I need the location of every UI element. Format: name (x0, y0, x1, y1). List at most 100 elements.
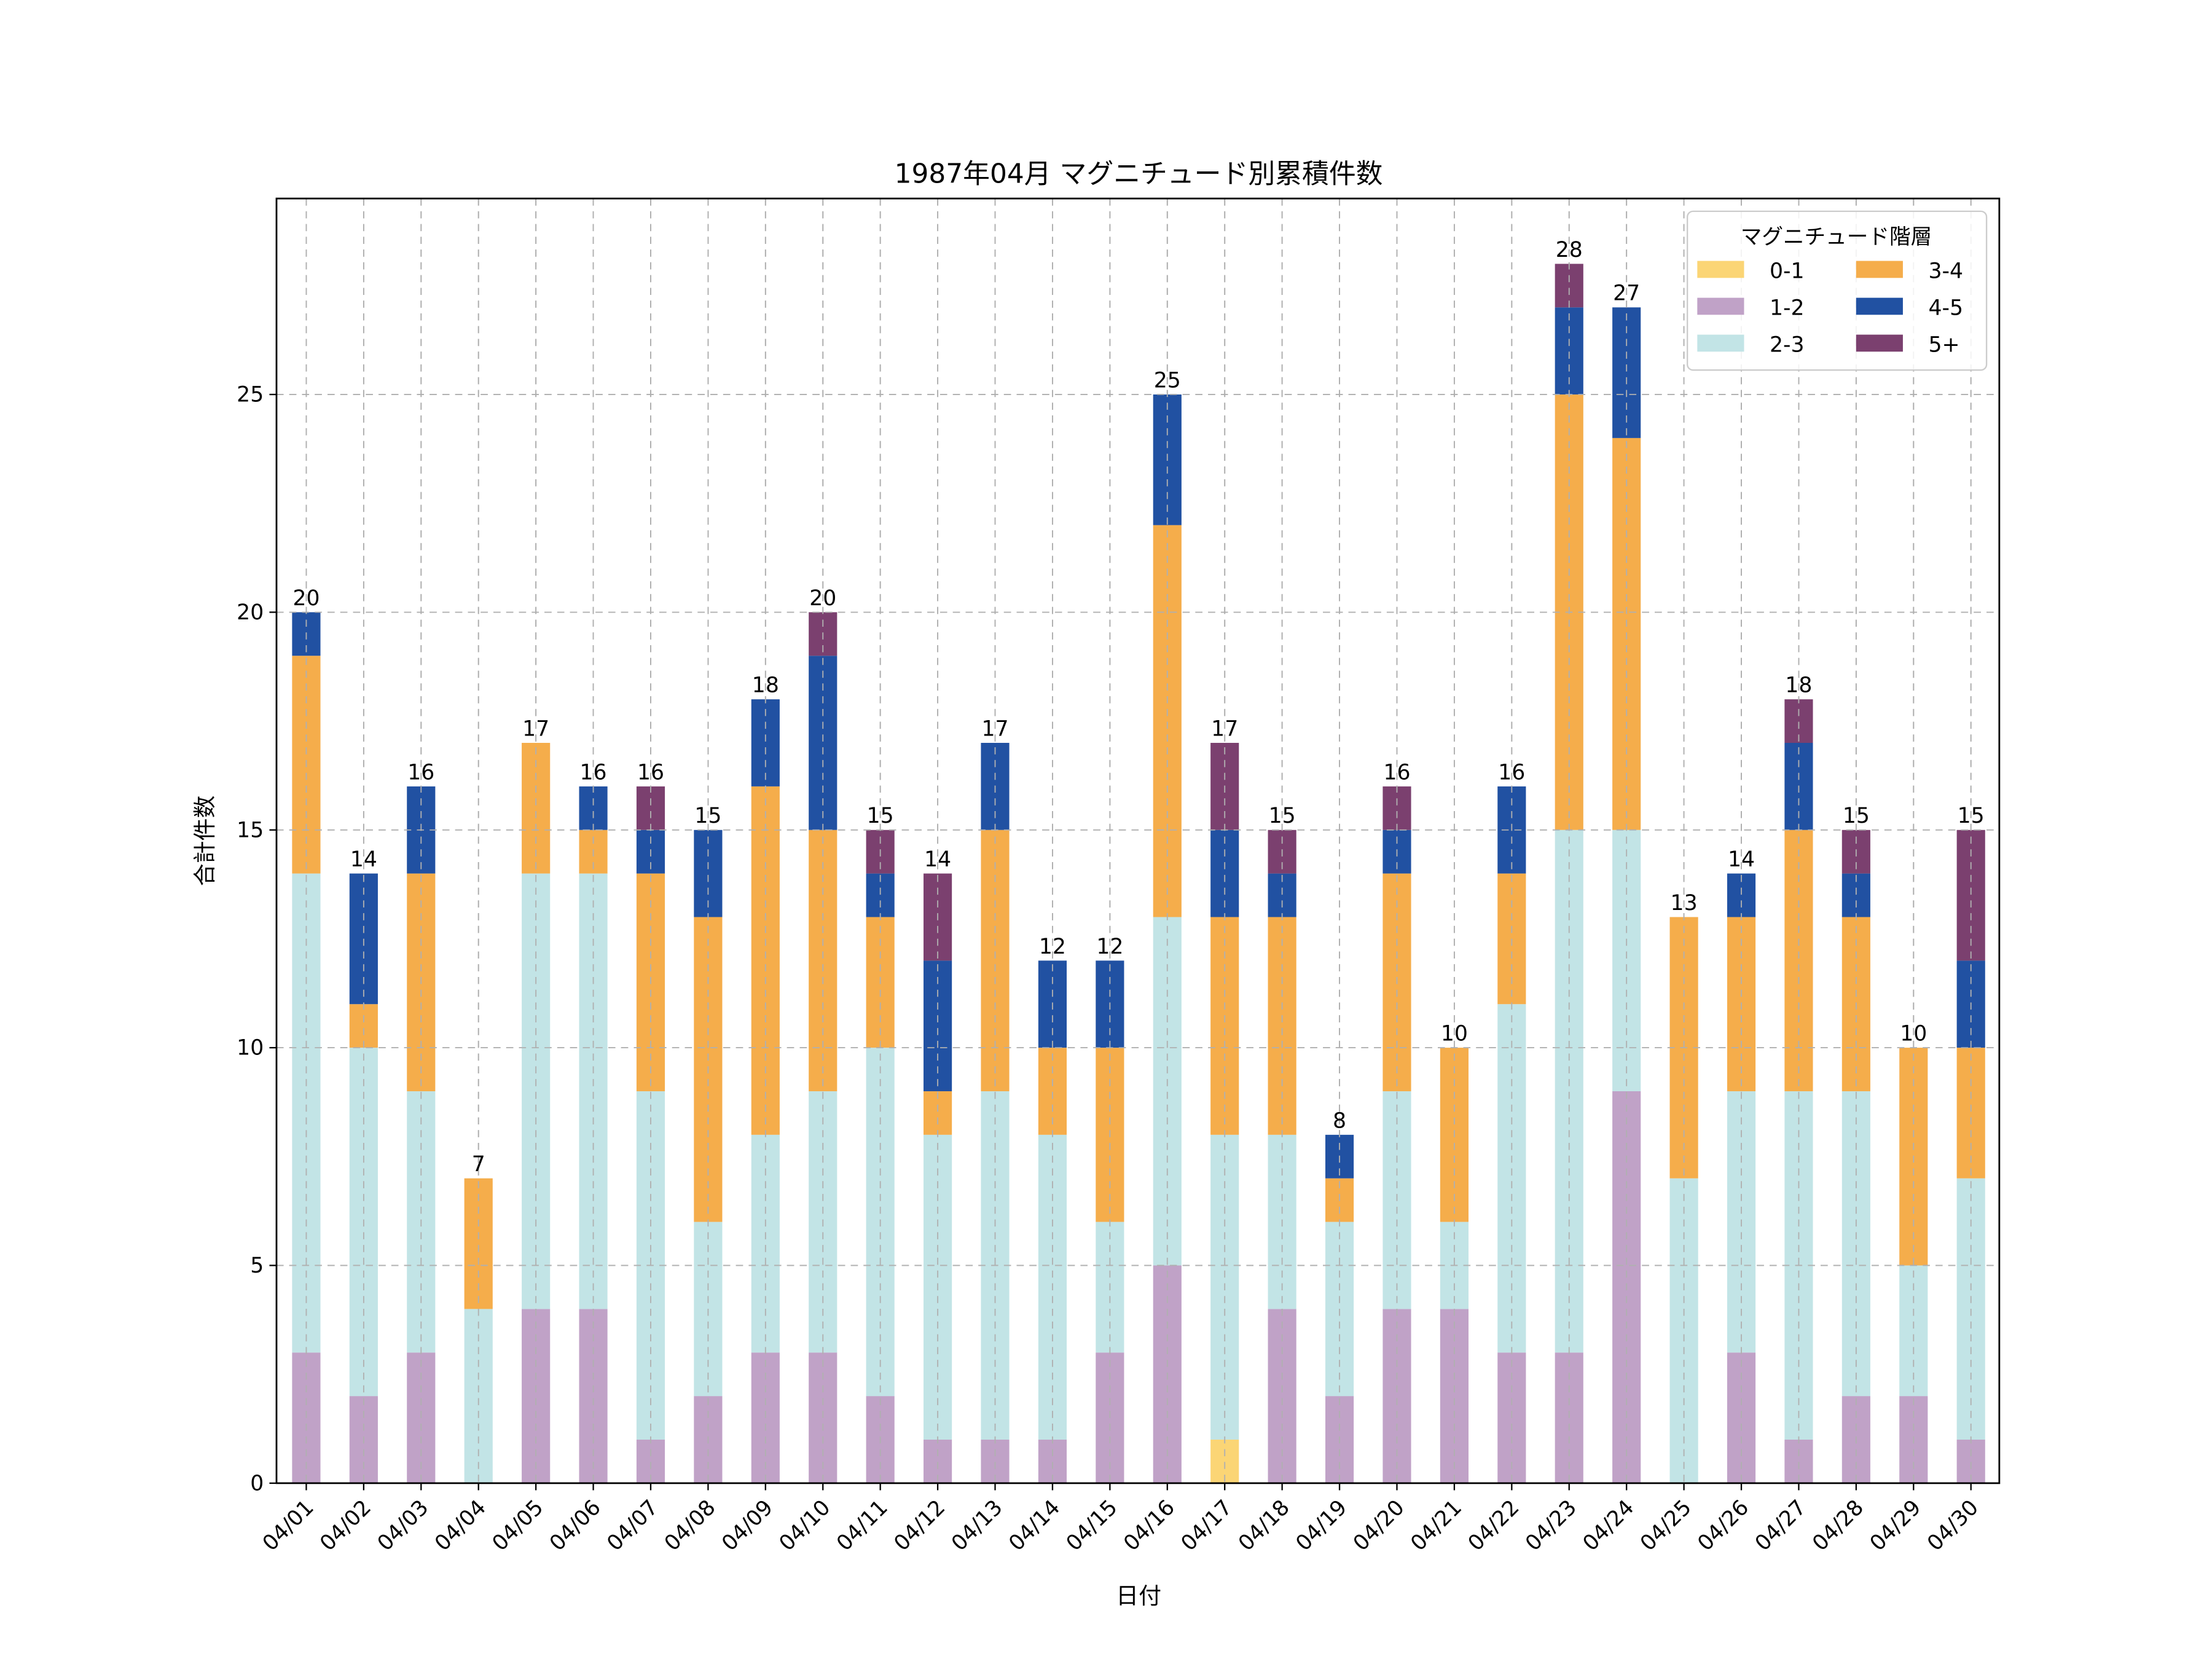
total-label: 15 (694, 804, 721, 828)
y-tick-label: 20 (237, 600, 264, 625)
bar-segment-4-5 (579, 786, 608, 830)
x-tick-label: 04/01 (258, 1495, 319, 1556)
total-label: 27 (1613, 281, 1640, 306)
y-axis: 0 5 10 15 20 25 (237, 383, 276, 1496)
total-label: 10 (1900, 1022, 1927, 1046)
x-axis-label: 日付 (1116, 1583, 1161, 1609)
total-label: 17 (1211, 716, 1238, 741)
legend-title: マグニチュード階層 (1741, 225, 1932, 249)
x-axis: 04/0104/0204/0304/0404/0504/0604/0704/08… (258, 1483, 1983, 1556)
total-label: 16 (1383, 760, 1410, 785)
bar-segment-3-4 (1268, 917, 1296, 1135)
y-tick-label: 0 (250, 1471, 264, 1496)
x-tick-label: 04/07 (602, 1495, 663, 1556)
legend-label: 5+ (1928, 332, 1959, 357)
x-tick-label: 04/29 (1865, 1495, 1926, 1556)
total-label: 12 (1096, 935, 1123, 959)
x-tick-label: 04/22 (1464, 1495, 1524, 1556)
bar-segment-5plus (636, 786, 665, 830)
total-label: 16 (407, 760, 434, 785)
total-label: 13 (1671, 891, 1698, 916)
total-label: 15 (867, 804, 894, 828)
x-tick-label: 04/11 (832, 1495, 893, 1556)
bar-segment-2-3 (1497, 1004, 1526, 1353)
x-tick-label: 04/21 (1406, 1495, 1467, 1556)
legend-label: 1-2 (1770, 296, 1805, 320)
x-tick-label: 04/06 (545, 1495, 606, 1556)
total-label: 12 (1039, 935, 1066, 959)
legend-swatch-5plus (1856, 334, 1903, 352)
y-tick-label: 10 (237, 1036, 264, 1061)
x-tick-label: 04/03 (373, 1495, 434, 1556)
total-label: 7 (472, 1152, 485, 1177)
legend-label: 3-4 (1928, 259, 1963, 283)
x-tick-label: 04/12 (889, 1495, 950, 1556)
x-tick-label: 04/20 (1349, 1495, 1410, 1556)
y-tick-label: 25 (237, 383, 264, 407)
total-label: 16 (1498, 760, 1525, 785)
y-tick-label: 5 (250, 1253, 264, 1278)
legend-label: 2-3 (1770, 332, 1805, 357)
total-label: 14 (924, 847, 951, 872)
total-label: 17 (522, 716, 549, 741)
x-tick-label: 04/08 (660, 1495, 721, 1556)
bar-segment-2-3 (1841, 1091, 1870, 1397)
legend-swatch-1-2 (1697, 297, 1744, 315)
x-tick-label: 04/15 (1062, 1495, 1123, 1556)
x-tick-label: 04/27 (1751, 1495, 1811, 1556)
x-tick-label: 04/13 (947, 1495, 1008, 1556)
x-tick-label: 04/25 (1636, 1495, 1696, 1556)
total-label: 16 (637, 760, 664, 785)
legend-swatch-3-4 (1856, 261, 1903, 278)
x-tick-label: 04/05 (488, 1495, 549, 1556)
grid-overlay (276, 198, 1999, 1484)
plot-frame (275, 197, 2001, 1484)
x-tick-label: 04/09 (717, 1495, 778, 1556)
total-label: 16 (580, 760, 607, 785)
total-label: 20 (292, 586, 320, 611)
x-tick-label: 04/17 (1177, 1495, 1237, 1556)
total-label: 15 (1269, 804, 1296, 828)
legend-swatch-2-3 (1697, 334, 1744, 352)
x-tick-label: 04/02 (315, 1495, 376, 1556)
total-label: 28 (1556, 238, 1583, 262)
data-labels: 20 14 16 7 17 16 16 15 18 20 15 14 17 12 12 25 17 15 8 16 10… (292, 238, 1984, 1177)
x-tick-label: 04/18 (1234, 1495, 1295, 1556)
total-label: 10 (1441, 1022, 1468, 1046)
x-tick-label: 04/04 (430, 1495, 491, 1556)
x-tick-label: 04/24 (1579, 1495, 1639, 1556)
legend-label: 0-1 (1770, 259, 1805, 283)
total-label: 20 (809, 586, 836, 611)
bar-segment-5plus (1555, 264, 1583, 308)
x-tick-label: 04/16 (1119, 1495, 1180, 1556)
legend: マグニチュード階層 0-1 1-2 2-3 3-4 4-5 5+ (1686, 210, 1988, 371)
total-label: 15 (1958, 804, 1985, 828)
total-label: 18 (1785, 673, 1812, 698)
x-tick-label: 04/30 (1923, 1495, 1983, 1556)
bar-segment-5plus (1382, 786, 1411, 830)
chart-title: 1987年04月 マグニチュード別累積件数 (895, 159, 1383, 190)
legend-swatch-4-5 (1856, 297, 1903, 315)
bars (292, 264, 1985, 1483)
total-label: 14 (350, 847, 377, 872)
total-label: 14 (1728, 847, 1755, 872)
total-label: 25 (1154, 368, 1181, 393)
x-tick-label: 04/10 (775, 1495, 836, 1556)
bar-segment-2-3 (751, 1134, 780, 1353)
x-tick-label: 04/14 (1004, 1495, 1065, 1556)
y-axis-label: 合計件数 (192, 796, 218, 887)
legend-label: 4-5 (1928, 296, 1963, 320)
bar-segment-2-3 (1669, 1178, 1698, 1483)
x-tick-label: 04/26 (1693, 1495, 1754, 1556)
total-label: 18 (752, 673, 779, 698)
bar-segment-3-4 (349, 1004, 378, 1048)
x-tick-label: 04/28 (1808, 1495, 1869, 1556)
total-label: 15 (1843, 804, 1870, 828)
y-tick-label: 15 (237, 818, 264, 842)
bar-segment-3-4 (1210, 917, 1239, 1135)
total-label: 8 (1333, 1108, 1346, 1133)
x-tick-label: 04/23 (1521, 1495, 1582, 1556)
bar-segment-3-4 (751, 786, 780, 1135)
x-tick-label: 04/19 (1291, 1495, 1352, 1556)
